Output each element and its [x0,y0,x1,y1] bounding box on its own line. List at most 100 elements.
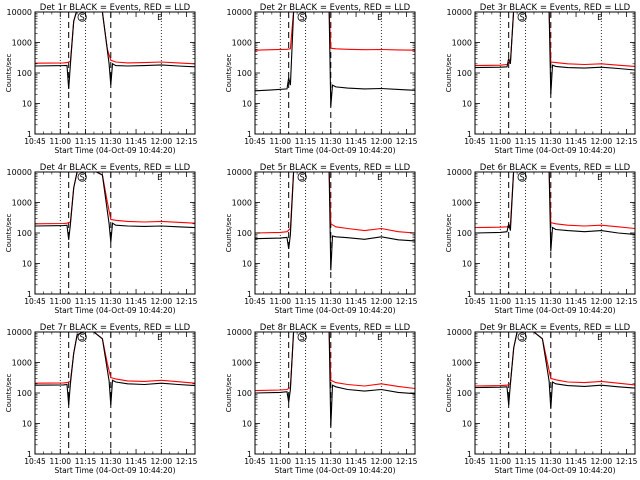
start-marker-circle [77,172,87,182]
y-tick-label: 100 [237,69,252,78]
y-axis-label: Counts/sec [5,374,13,413]
x-tick-label: 12:00 [591,137,613,146]
chart-panel-4: 1 10 100 1000 10000 10:45 11:00 11:15 11:30 11:45… [5,163,198,315]
plot-frame [474,331,636,455]
plot-frame [254,171,416,295]
x-tick-label: 11:30 [540,457,562,466]
x-axis-label: Start Time (04-Oct-09 10:44:20) [494,306,615,315]
x-tick-label: 10:45 [24,137,46,146]
y-tick-label: 1000 [12,199,32,208]
x-axis-label: Start Time (04-Oct-09 10:44:20) [494,146,615,155]
y-tick-label: 10 [462,100,472,109]
annotation-e: E [597,13,602,22]
plot-frame [474,171,636,295]
x-tick-label: 12:15 [616,137,638,146]
x-tick-label: 11:15 [295,457,317,466]
start-marker-circle [297,332,307,342]
x-tick-label: 11:15 [515,457,537,466]
y-tick-label: 10 [22,420,32,429]
x-axis-label: Start Time (04-Oct-09 10:44:20) [54,306,175,315]
x-axis-label: Start Time (04-Oct-09 10:44:20) [274,466,395,475]
x-tick-label: 12:00 [591,457,613,466]
chart-title: Det 9r BLACK = Events, RED = LLD [480,323,631,333]
x-tick-label: 11:15 [75,297,97,306]
x-tick-label: 11:00 [269,297,291,306]
x-tick-label: 11:45 [565,297,587,306]
x-tick-label: 10:45 [244,297,266,306]
chart-panel-7: 1 10 100 1000 10000 10:45 11:00 11:15 11:30 11:45… [5,323,198,475]
y-tick-label: 10 [242,260,252,269]
annotation-s: S [80,173,85,182]
y-tick-label: 1 [247,450,252,459]
x-tick-label: 11:00 [269,137,291,146]
chart-panel-8: 1 10 100 1000 10000 10:45 11:00 11:15 11:30 11:45… [225,323,418,475]
series-group [35,332,195,406]
series-line-events [35,12,195,89]
series-group [475,12,635,95]
x-tick-label: 12:00 [371,297,393,306]
chart-panel-5: 1 10 100 1000 10000 10:45 11:00 11:15 11:30 11:45… [225,163,418,315]
annotation-e: E [157,173,162,182]
chart-title: Det 8r BLACK = Events, RED = LLD [260,323,411,333]
x-tick-label: 11:30 [320,457,342,466]
x-tick-label: 11:45 [125,137,147,146]
series-line-lld [475,332,635,387]
annotation-e: E [157,13,162,22]
series-line-events [255,12,415,107]
series-group [255,332,415,427]
x-tick-label: 11:15 [295,297,317,306]
series-group [255,172,415,271]
chart-panel-3: 1 10 100 1000 10000 10:45 11:00 11:15 11:30 11:45… [445,3,638,155]
x-tick-label: 12:15 [176,457,198,466]
y-tick-label: 100 [457,229,472,238]
plot-frame [34,11,196,135]
y-tick-label: 10000 [7,328,32,337]
x-axis-label: Start Time (04-Oct-09 10:44:20) [274,146,395,155]
x-tick-label: 12:00 [151,457,173,466]
y-tick-label: 1000 [12,359,32,368]
x-tick-label: 10:45 [244,457,266,466]
x-tick-label: 12:15 [616,297,638,306]
start-marker-circle [77,12,87,22]
x-tick-label: 10:45 [24,297,46,306]
y-tick-label: 100 [17,389,32,398]
chart-title: Det 2r BLACK = Events, RED = LLD [260,3,411,13]
plot-frame [34,331,196,455]
y-tick-label: 10000 [447,8,472,17]
x-tick-label: 12:15 [616,457,638,466]
x-tick-label: 12:00 [371,137,393,146]
start-marker-circle [77,332,87,342]
start-marker-circle [517,12,527,22]
x-tick-label: 11:15 [515,297,537,306]
plot-frame [254,331,416,455]
y-tick-label: 10000 [227,328,252,337]
x-tick-label: 11:00 [269,457,291,466]
x-tick-label: 11:45 [345,297,367,306]
y-tick-label: 10000 [227,168,252,177]
annotation-e: E [597,333,602,342]
series-group [35,12,195,89]
annotation-s: S [300,173,305,182]
start-marker-circle [297,12,307,22]
series-line-lld [255,12,415,51]
y-tick-label: 10 [242,420,252,429]
x-tick-label: 11:30 [100,297,122,306]
series-line-lld [35,12,195,65]
series-group [475,172,635,252]
y-tick-label: 10 [462,420,472,429]
x-tick-label: 12:00 [151,137,173,146]
y-tick-label: 10 [22,260,32,269]
y-tick-label: 1000 [452,39,472,48]
chart-panel-1: 1 10 100 1000 10000 10:45 11:00 11:15 11:30 11:45… [5,3,198,155]
series-line-events [35,332,195,406]
y-tick-label: 1 [247,290,252,299]
x-tick-label: 12:00 [151,297,173,306]
y-tick-label: 1000 [12,39,32,48]
chart-title: Det 1r BLACK = Events, RED = LLD [40,3,191,13]
y-tick-label: 10 [462,260,472,269]
start-marker-circle [297,172,307,182]
y-tick-label: 1000 [232,199,252,208]
y-tick-label: 100 [17,229,32,238]
x-tick-label: 11:00 [49,457,71,466]
